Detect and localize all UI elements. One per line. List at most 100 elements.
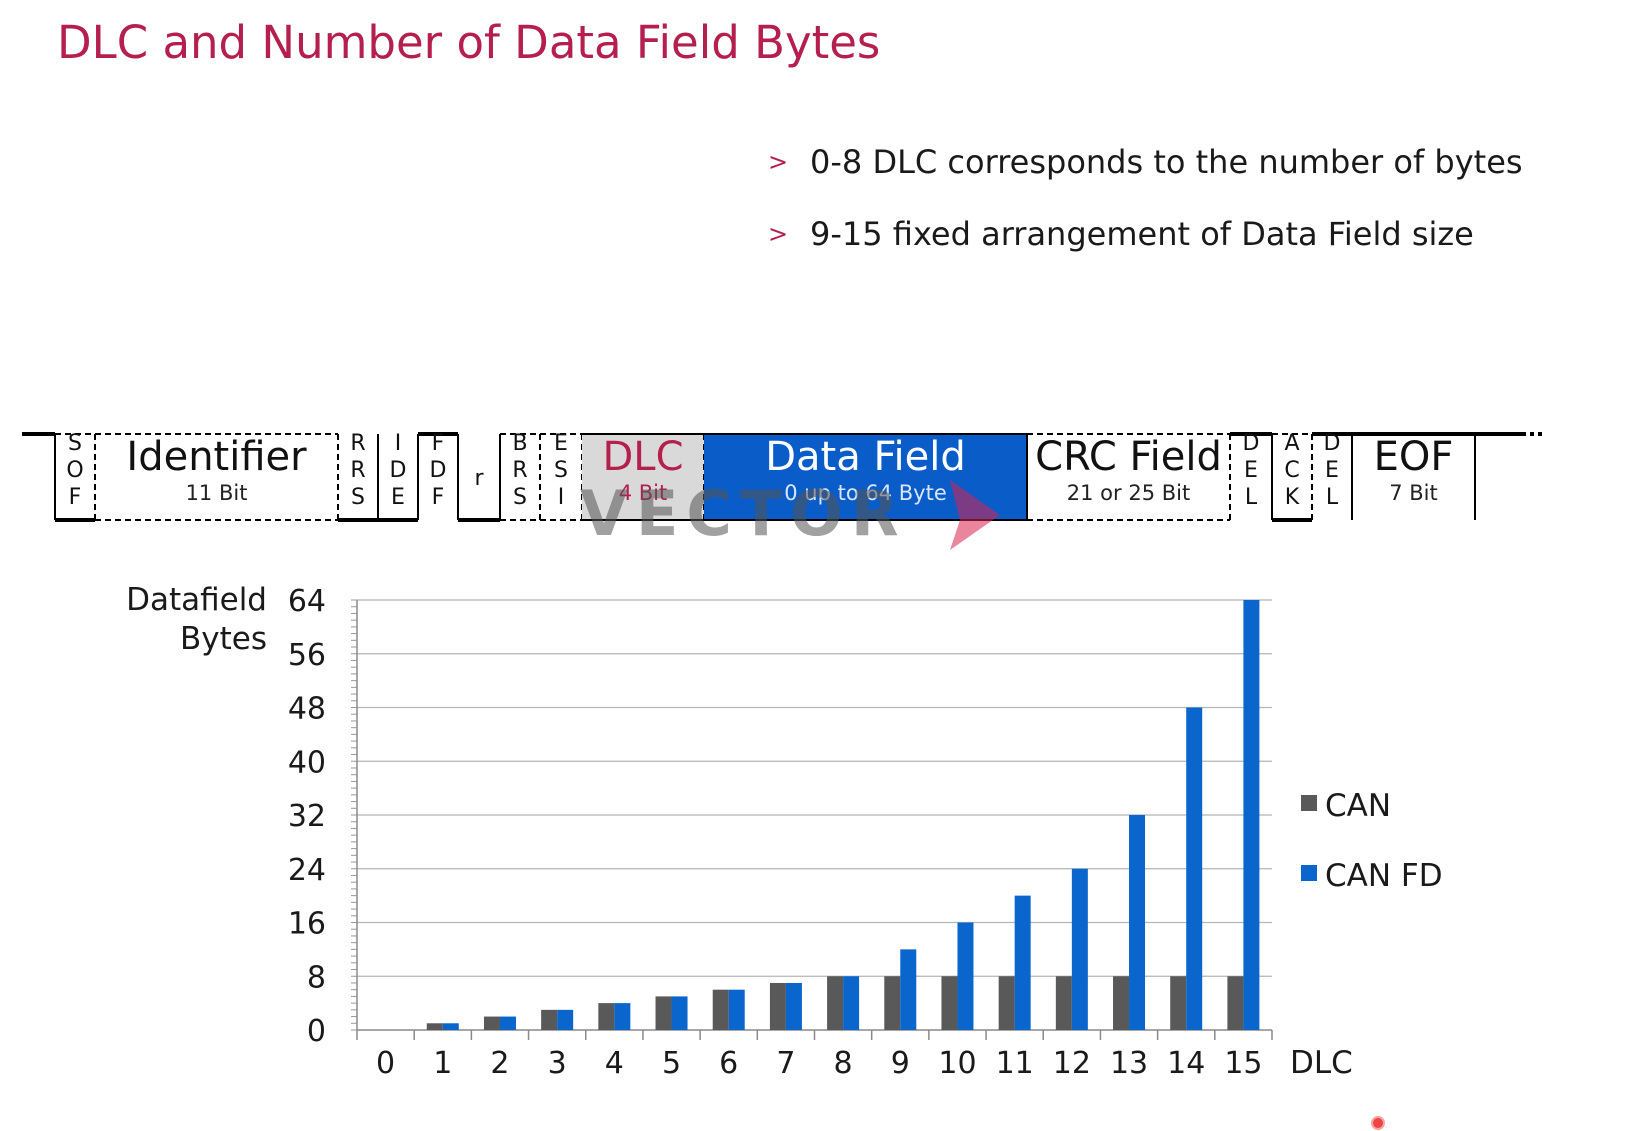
- bar-can-fd: [1014, 895, 1031, 1030]
- bar-can-fd: [1186, 707, 1203, 1030]
- bar-can-fd: [1071, 868, 1088, 1030]
- y-tick-label: 40: [288, 745, 326, 780]
- chevron-right-icon: >: [768, 220, 789, 248]
- bar-can: [941, 976, 958, 1030]
- bar-can-fd: [1243, 600, 1260, 1030]
- bar-can-fd: [785, 982, 802, 1030]
- x-tick-label: 3: [548, 1046, 567, 1081]
- bar-can-fd: [900, 949, 917, 1030]
- y-tick-label: 0: [307, 1014, 326, 1049]
- bullet-item: > 9-15 fixed arrangement of Data Field s…: [768, 214, 1523, 254]
- x-tick-label: 0: [376, 1046, 395, 1081]
- chart-legend: CAN CAN FD: [1301, 788, 1443, 894]
- grid-lines: [357, 599, 1272, 977]
- legend-label: CAN FD: [1325, 858, 1443, 894]
- bullet-text: 0-8 DLC corresponds to the number of byt…: [810, 143, 1523, 181]
- x-tick-label: 8: [834, 1046, 853, 1081]
- x-tick-label: 7: [776, 1046, 795, 1081]
- y-axis-label: Datafield Bytes: [126, 582, 267, 657]
- legend-swatch: [1301, 795, 1317, 811]
- bullet-item: > 0-8 DLC corresponds to the number of b…: [768, 142, 1523, 182]
- x-tick-label: 10: [938, 1046, 976, 1081]
- frame-field-sub: 4 Bit: [619, 481, 668, 505]
- x-tick-label: 1: [433, 1046, 452, 1081]
- frame-field-sub: 0 up to 64 Byte: [784, 481, 947, 505]
- bar-can: [541, 1009, 558, 1030]
- legend-swatch: [1301, 865, 1317, 881]
- bar-can: [598, 1003, 615, 1030]
- y-tick-label: 64: [288, 584, 326, 619]
- bar-can: [1113, 976, 1130, 1030]
- x-tick-label: 5: [662, 1046, 681, 1081]
- y-tick-label: 24: [288, 853, 326, 888]
- frame-field-label: EOF: [1374, 434, 1454, 480]
- y-tick-label: 56: [288, 638, 326, 673]
- x-tick-label: 4: [605, 1046, 624, 1081]
- frame-field-sub: 21 or 25 Bit: [1067, 481, 1190, 505]
- frame-field-sub: 11 Bit: [186, 481, 248, 505]
- bar-can: [884, 976, 901, 1030]
- bar-can: [426, 1023, 443, 1030]
- bar-can-fd: [843, 976, 860, 1030]
- frame-field-label: DLC: [602, 434, 683, 480]
- frame-field-label: Data Field: [765, 434, 966, 480]
- x-axis-label: DLC: [1290, 1045, 1353, 1081]
- bar-can-fd: [442, 1023, 459, 1030]
- bar-can-fd: [728, 989, 745, 1030]
- bar-can: [483, 1016, 500, 1030]
- y-tick-label: 32: [288, 799, 326, 834]
- bar-can: [769, 982, 786, 1030]
- y-tick-label: 8: [307, 960, 326, 995]
- frame-field-label: Identifier: [126, 434, 307, 480]
- frame-field-r: r: [458, 434, 501, 522]
- frame-field-label: CRC Field: [1035, 434, 1222, 480]
- bar-can: [712, 989, 729, 1030]
- frame-field-label: r: [474, 466, 484, 491]
- legend-label: CAN: [1325, 788, 1391, 824]
- x-tick-label: 11: [996, 1046, 1034, 1081]
- page-title: DLC and Number of Data Field Bytes: [57, 16, 881, 69]
- bar-can: [655, 996, 672, 1030]
- bar-can-fd: [671, 996, 688, 1030]
- x-tick-label: 15: [1224, 1046, 1262, 1081]
- bar-can: [1170, 976, 1187, 1030]
- frame-field-sub: 7 Bit: [1389, 481, 1438, 505]
- x-tick-label: 14: [1167, 1046, 1205, 1081]
- vector-watermark: VECTOR: [580, 477, 1000, 550]
- bar-can-fd: [557, 1009, 574, 1030]
- svg-text:VECTOR: VECTOR: [580, 477, 907, 550]
- bar-can: [998, 976, 1015, 1030]
- bullet-text: 9-15 fixed arrangement of Data Field siz…: [810, 215, 1474, 253]
- bar-can-fd: [957, 922, 974, 1030]
- bar-can: [1055, 976, 1072, 1030]
- pointer-indicator: [1371, 1116, 1385, 1130]
- bar-can: [827, 976, 844, 1030]
- x-tick-label: 6: [719, 1046, 738, 1081]
- bar-can-fd: [499, 1016, 516, 1030]
- y-tick-label: 48: [288, 692, 326, 727]
- bullet-list: > 0-8 DLC corresponds to the number of b…: [768, 142, 1523, 286]
- x-tick-label: 12: [1053, 1046, 1091, 1081]
- bar-can-fd: [1129, 815, 1146, 1030]
